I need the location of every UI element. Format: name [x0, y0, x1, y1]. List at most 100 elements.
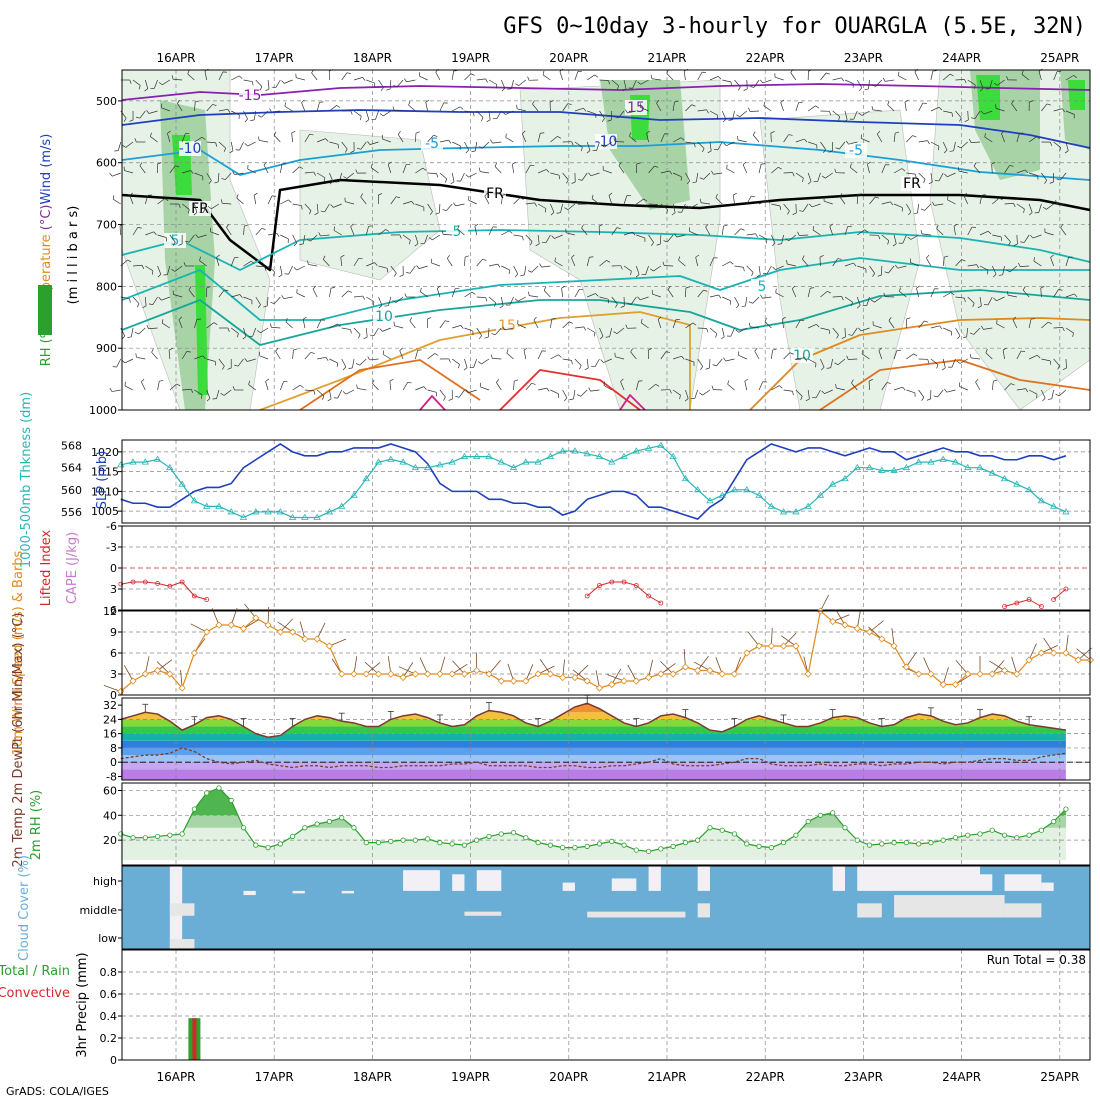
wind10m-point	[448, 670, 456, 678]
wind-barb-flag	[301, 205, 303, 210]
wind-barb-flag	[927, 359, 930, 364]
wind-barb	[112, 172, 121, 177]
wind-barb	[746, 195, 752, 205]
wind-barb	[492, 358, 502, 360]
wind-barb	[599, 110, 605, 119]
wind10m-barb	[1041, 645, 1058, 654]
wind-barb-flag	[736, 304, 740, 309]
wind-barb-flag	[408, 101, 411, 106]
thickness-point	[865, 463, 874, 471]
wind10m-barb	[398, 666, 416, 675]
wind-barb	[839, 141, 846, 150]
wind-barb-flag	[656, 99, 660, 104]
wind-barb-flag	[620, 305, 625, 308]
rh-point	[916, 841, 922, 847]
wind-barb	[861, 138, 870, 143]
thickness-point	[1000, 474, 1009, 482]
wind-barb-flag	[237, 333, 239, 338]
li-point	[1014, 600, 1020, 606]
wind-barb-flag	[484, 336, 489, 339]
wind-barb	[717, 141, 723, 151]
wind-barb	[762, 296, 772, 299]
wind-barb	[518, 79, 527, 86]
wind-barb	[341, 72, 348, 81]
rh-point	[191, 806, 198, 812]
wind-barb	[681, 203, 686, 213]
wind-barb	[248, 384, 256, 391]
wind-barb-flag	[864, 88, 869, 91]
wind-barb	[783, 389, 793, 392]
wind-barb	[223, 389, 232, 396]
wind-barb-flag	[557, 136, 562, 139]
wind-barb	[460, 172, 465, 182]
wind-barb	[881, 164, 886, 174]
wind-barb	[562, 358, 572, 361]
temp-contour	[749, 317, 1091, 411]
tick-label: 3	[110, 583, 117, 596]
wind-barb-flag	[944, 388, 948, 393]
wind-barb-flag	[465, 174, 470, 178]
wind-barb	[1022, 289, 1030, 298]
wind-barb	[672, 319, 677, 329]
thickness-point	[362, 474, 370, 482]
wind-barb	[771, 234, 776, 244]
wind-barb	[1050, 257, 1054, 267]
wind-barb-flag	[702, 71, 707, 74]
wind-barb	[586, 257, 590, 267]
wind-barb-flag	[584, 367, 589, 371]
wind-barb-flag	[1006, 269, 1011, 273]
wind-barb	[476, 78, 486, 81]
wind-barb-flag	[786, 259, 788, 265]
rh-point	[302, 825, 308, 831]
wind-barb	[615, 356, 625, 360]
wind-barb	[525, 234, 533, 242]
wind-barb	[542, 74, 551, 81]
wind-barb	[206, 141, 216, 144]
wind-barb	[529, 295, 539, 298]
wind10m-point	[178, 684, 186, 692]
wind-barb-flag	[991, 161, 996, 165]
thickness-point	[239, 513, 248, 520]
wind-barb-flag	[600, 359, 604, 363]
rh-point	[339, 815, 345, 821]
wind-barb	[167, 265, 171, 275]
wind-barb	[439, 389, 446, 398]
wind-barb-flag	[841, 296, 844, 301]
rh-point	[572, 845, 578, 851]
wind-barb-flag	[827, 290, 832, 294]
wind-barb-flag	[595, 293, 599, 297]
wind-barb	[418, 265, 428, 269]
wind-barb-flag	[346, 72, 351, 75]
thickness-point	[313, 513, 321, 520]
wind-barb	[304, 389, 314, 392]
wind-barb-flag	[630, 348, 633, 353]
wind-barb-flag	[890, 201, 894, 206]
wind-barb-flag	[358, 334, 361, 339]
rh-point	[842, 825, 848, 831]
date-label-top: 23APR	[844, 51, 883, 65]
wind-barb-flag	[527, 76, 530, 81]
wind10m-point	[890, 642, 898, 650]
wind-barb	[611, 227, 618, 236]
wind-barb	[672, 203, 676, 213]
wind-barb	[848, 141, 858, 145]
wind-barb	[513, 197, 521, 205]
wind-barb-flag	[743, 267, 745, 272]
wind-barb-flag	[214, 181, 219, 184]
wind-barb	[874, 296, 883, 303]
thickness-point	[301, 513, 309, 520]
wind-barb-flag	[416, 265, 420, 269]
cloud-mid-cell	[169, 903, 195, 916]
wind-barb-flag	[608, 80, 611, 85]
wind-barb-flag	[471, 291, 476, 295]
date-label-bottom: 18APR	[353, 1070, 392, 1084]
wind-barb-flag	[301, 99, 305, 103]
wind-barb	[775, 265, 784, 270]
wind-barb	[807, 358, 817, 364]
wind-barb-flag	[565, 228, 567, 233]
wind-barb	[320, 234, 330, 237]
wind-barb-flag	[737, 135, 739, 141]
wind10m-barb	[316, 622, 326, 640]
tick-label: 0	[110, 562, 117, 575]
temp-contour	[299, 359, 481, 411]
